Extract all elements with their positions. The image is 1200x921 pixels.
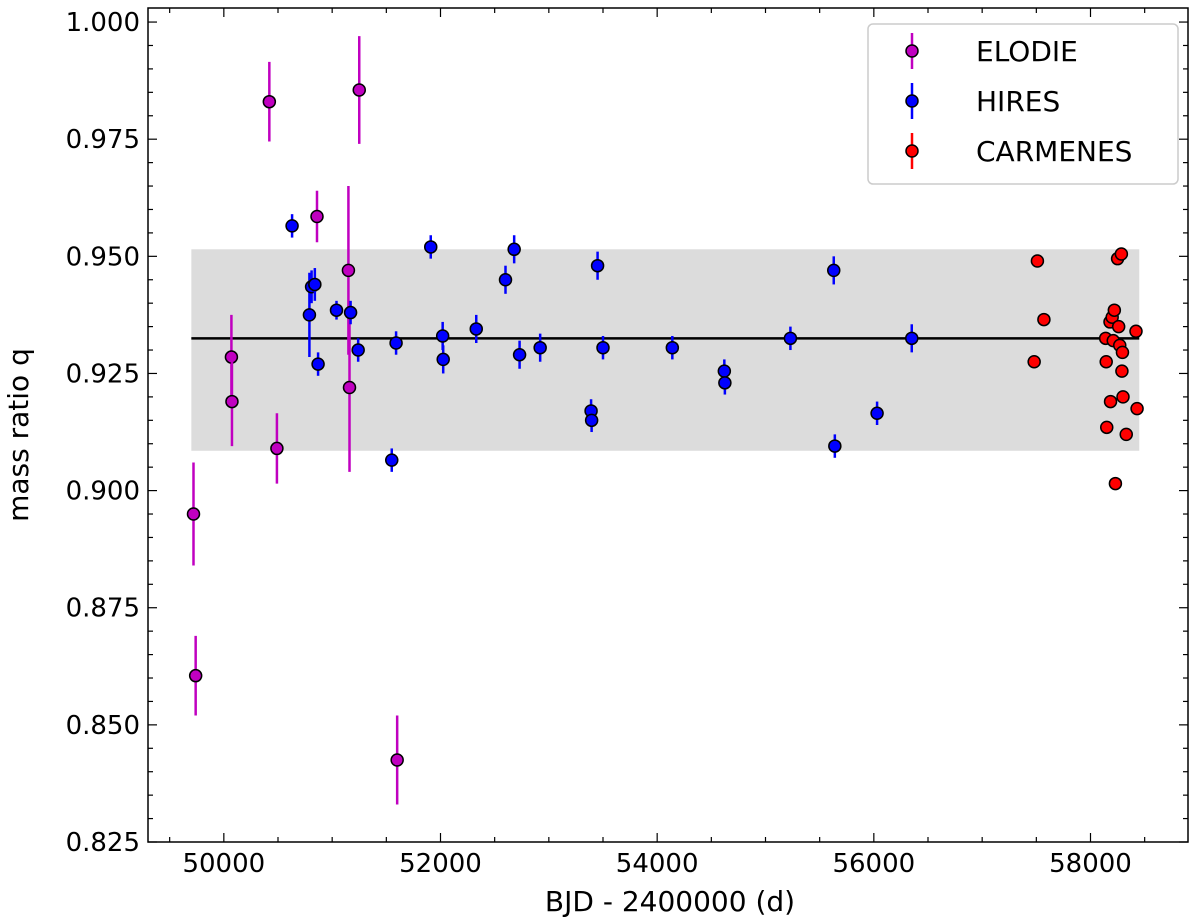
data-point <box>308 277 322 292</box>
data-point <box>389 336 403 350</box>
data-point <box>1030 254 1045 268</box>
data-point <box>665 340 680 355</box>
series-elodie <box>186 36 404 805</box>
data-point <box>718 376 732 390</box>
data-point <box>352 83 366 97</box>
plot-area <box>147 7 1189 843</box>
data-point <box>285 219 299 233</box>
data-point <box>1111 319 1126 334</box>
y-tick-label: 0.975 <box>66 125 140 155</box>
data-point <box>351 343 365 357</box>
x-tick-label: 56000 <box>832 849 915 879</box>
legend-item-elodie: ELODIE <box>905 33 1078 69</box>
data-point <box>270 441 284 456</box>
x-tick-label: 58000 <box>1049 849 1132 879</box>
data-point <box>435 329 450 343</box>
y-axis: 0.825 0.850 0.875 0.900 0.925 0.950 0.975 1.000 <box>66 8 1188 858</box>
y-tick-label: 0.825 <box>66 828 140 858</box>
legend-label: ELODIE <box>976 35 1078 68</box>
data-point <box>385 453 399 467</box>
data-point <box>302 308 317 322</box>
data-point <box>1027 354 1041 369</box>
data-point <box>262 94 277 109</box>
data-point <box>512 347 527 362</box>
data-point <box>827 263 841 278</box>
plot-frame <box>147 7 1189 843</box>
legend-item-hires: HIRES <box>905 83 1060 119</box>
data-point <box>1116 390 1130 404</box>
data-point <box>188 668 203 683</box>
data-point <box>905 331 919 346</box>
data-point <box>870 406 884 421</box>
y-tick-label: 0.925 <box>66 359 140 389</box>
scatter-band <box>191 249 1140 451</box>
legend-marker <box>905 94 919 108</box>
y-tick-label: 0.900 <box>66 477 140 507</box>
data-point <box>343 305 358 320</box>
x-tick-label: 50000 <box>182 849 265 879</box>
data-point <box>1107 303 1122 317</box>
legend-item-carmenes: CARMENES <box>905 133 1132 169</box>
y-tick-label: 1.000 <box>66 8 140 38</box>
data-point <box>424 240 438 254</box>
data-point <box>507 242 521 257</box>
data-point <box>1100 420 1114 435</box>
data-point <box>1119 427 1133 442</box>
data-point <box>1108 476 1123 491</box>
legend-frame <box>867 23 1179 185</box>
data-point <box>1114 247 1129 261</box>
data-point <box>783 331 798 346</box>
x-tick-label: 52000 <box>399 849 482 879</box>
data-point <box>1103 394 1118 409</box>
x-axis: 50000 52000 54000 56000 58000 <box>169 8 1146 879</box>
series-carmenes <box>1027 247 1144 491</box>
x-axis-title: BJD - 2400000 (d) <box>545 885 795 918</box>
data-point <box>533 340 547 355</box>
data-point <box>1115 364 1129 378</box>
legend-label: HIRES <box>976 85 1060 118</box>
data-point <box>329 303 344 317</box>
y-tick-label: 0.950 <box>66 242 140 272</box>
data-point <box>390 753 404 767</box>
legend: ELODIE HIRES CARMENES <box>867 23 1179 185</box>
y-tick-label: 0.875 <box>66 594 140 624</box>
y-tick-label: 0.850 <box>66 711 140 741</box>
data-point <box>1130 401 1144 416</box>
data-point <box>1129 324 1143 339</box>
data-point <box>1115 345 1130 360</box>
data-point <box>596 340 610 355</box>
data-point <box>311 357 325 371</box>
y-axis-title: mass ratio q <box>2 348 35 522</box>
legend-label: CARMENES <box>976 135 1132 168</box>
x-tick-label: 54000 <box>616 849 699 879</box>
data-point <box>590 258 605 273</box>
data-point <box>225 394 239 409</box>
data-point <box>1099 354 1113 369</box>
data-point <box>341 263 356 278</box>
legend-marker <box>905 44 919 58</box>
data-point <box>310 209 324 224</box>
data-point <box>1037 312 1051 327</box>
series-hires <box>285 214 919 472</box>
data-point <box>436 352 450 367</box>
legend-marker <box>905 144 919 158</box>
data-point <box>498 273 513 287</box>
data-point <box>828 439 842 453</box>
data-point <box>186 507 201 521</box>
data-point <box>342 380 357 395</box>
data-point <box>469 322 483 336</box>
data-point <box>584 413 599 428</box>
